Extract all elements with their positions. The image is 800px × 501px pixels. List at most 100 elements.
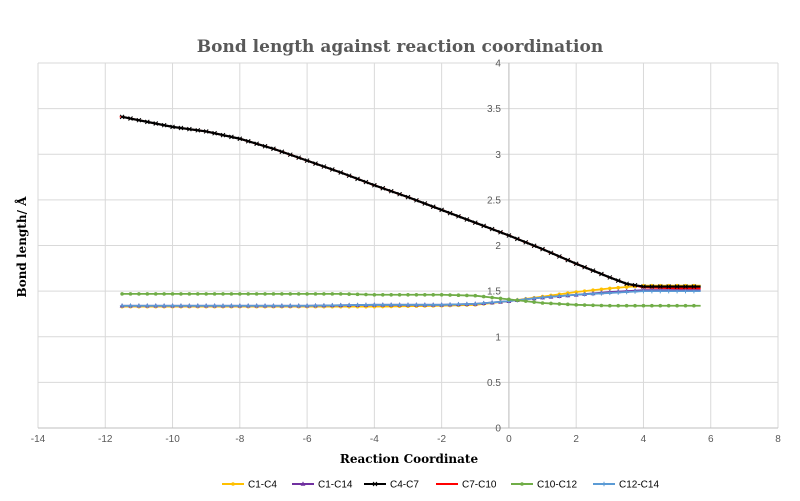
data-point [195, 303, 200, 308]
x-tick-label: -14 [31, 434, 46, 445]
x-tick-label: -6 [303, 434, 312, 445]
legend-label: C1-C4 [248, 480, 277, 491]
data-point [128, 116, 133, 121]
data-point [624, 303, 629, 308]
data-point [540, 295, 545, 300]
data-point [549, 301, 553, 306]
data-point [406, 292, 410, 297]
data-point [262, 303, 268, 308]
y-axis-title: Bond length/ Å [14, 196, 29, 298]
data-point [280, 292, 284, 296]
data-point [582, 264, 587, 270]
data-point [590, 268, 596, 273]
legend-item-C12-C14: C12-C14 [593, 480, 659, 491]
data-point [599, 303, 604, 308]
data-point [591, 288, 595, 293]
data-point [288, 292, 293, 296]
data-point [574, 290, 578, 294]
y-tick-label: 0 [495, 424, 501, 435]
data-point [616, 285, 621, 290]
data-point [574, 303, 578, 307]
legend-item-C10-C12: C10-C12 [511, 480, 577, 491]
data-point [330, 303, 335, 308]
data-point [506, 233, 512, 238]
data-point [447, 210, 453, 216]
data-point [431, 292, 436, 297]
data-point [624, 281, 629, 287]
data-point [582, 289, 587, 293]
legend-label: C4-C7 [390, 480, 419, 491]
data-point [296, 303, 301, 308]
data-point [195, 127, 201, 133]
legend-marker [520, 482, 524, 486]
data-point [355, 176, 360, 182]
data-point [329, 167, 335, 172]
data-point [523, 239, 529, 245]
data-point [498, 229, 503, 235]
data-point [489, 300, 495, 305]
data-point [515, 298, 520, 303]
data-point [254, 303, 259, 308]
data-point [641, 288, 646, 294]
data-point [607, 290, 613, 296]
y-tick-label: 1 [495, 332, 501, 343]
data-point [254, 141, 259, 147]
data-point [212, 292, 217, 296]
data-point [170, 292, 175, 296]
data-point [262, 143, 268, 149]
data-point [221, 292, 225, 296]
x-tick-label: 4 [641, 434, 647, 445]
data-point [153, 121, 159, 126]
data-point [380, 292, 385, 297]
data-point [136, 117, 142, 123]
data-point [481, 301, 486, 306]
data-point [481, 223, 487, 229]
data-point [439, 292, 444, 297]
data-point [137, 292, 141, 296]
data-point [372, 292, 377, 297]
data-point [338, 292, 343, 296]
data-point [464, 217, 470, 222]
data-point [136, 303, 142, 308]
data-point [607, 275, 613, 280]
data-point [414, 302, 419, 308]
data-point [338, 303, 343, 308]
data-point [540, 246, 545, 252]
data-point [279, 303, 285, 308]
data-point [347, 292, 351, 296]
data-point [691, 284, 697, 289]
y-tick-label: 3 [495, 150, 501, 161]
data-point [608, 286, 612, 291]
data-point [531, 296, 537, 301]
data-point [675, 303, 679, 308]
y-tick-label: 2 [495, 241, 501, 252]
data-point [321, 164, 327, 169]
data-point [573, 261, 579, 267]
data-point [229, 134, 234, 140]
data-point [145, 292, 150, 296]
data-point [490, 295, 494, 300]
data-point [220, 132, 226, 138]
x-tick-label: 0 [506, 434, 512, 445]
x-tick-label: -10 [165, 434, 180, 445]
data-point [608, 303, 612, 308]
data-point [128, 303, 133, 308]
data-point [372, 302, 377, 308]
data-point [683, 303, 688, 308]
data-point [447, 302, 453, 307]
data-point [355, 292, 360, 297]
data-point [565, 257, 571, 263]
data-point [263, 292, 267, 296]
data-point [229, 303, 234, 308]
data-point [548, 250, 554, 256]
data-point [119, 303, 125, 308]
data-point [346, 302, 352, 308]
data-point [246, 292, 251, 296]
data-point [666, 303, 671, 308]
data-point [246, 303, 251, 308]
data-point [683, 288, 688, 294]
data-point [128, 292, 133, 296]
data-point [161, 303, 167, 308]
data-point [465, 293, 469, 298]
